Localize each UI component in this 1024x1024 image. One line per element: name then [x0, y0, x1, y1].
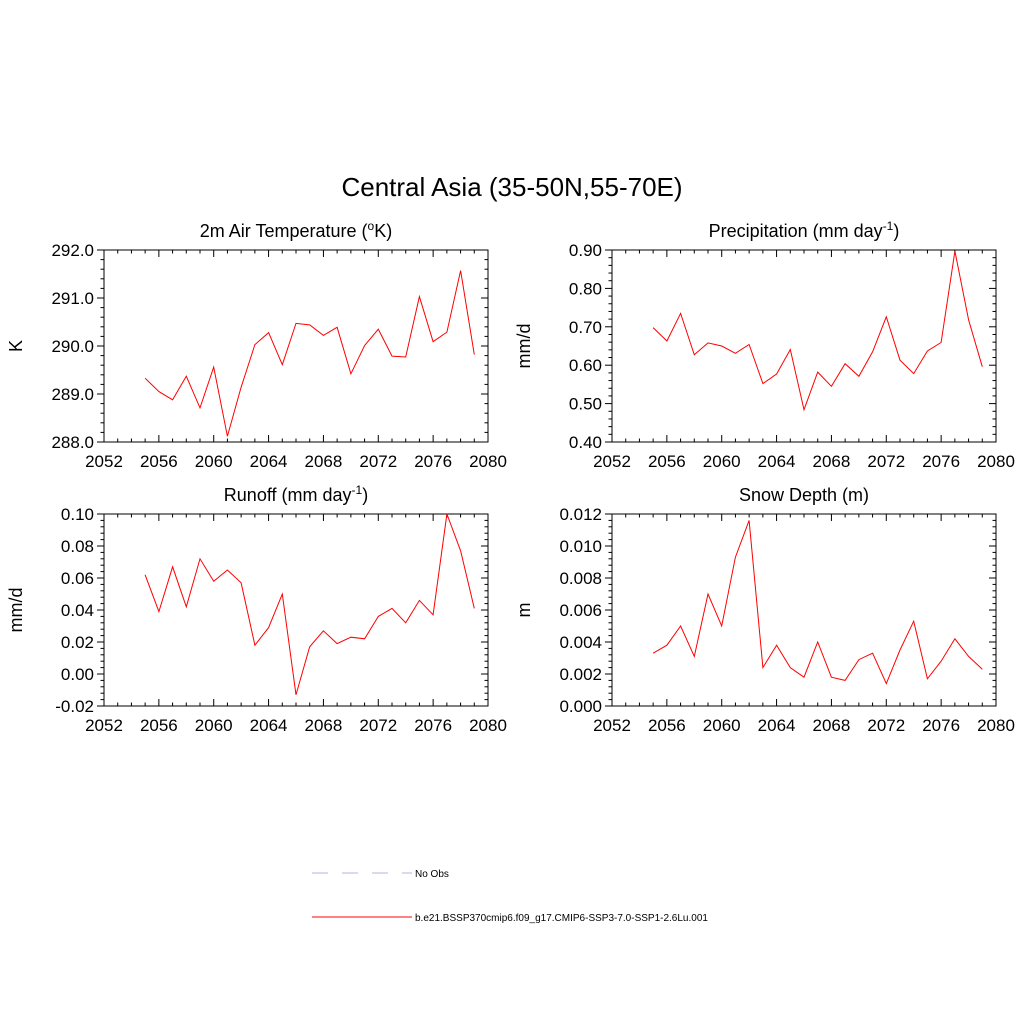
panel-title: Precipitation (mm day-1) — [709, 219, 900, 241]
y-tick-label: 0.008 — [559, 569, 602, 588]
x-tick-label: 2064 — [758, 716, 796, 735]
series-line-1 — [652, 251, 983, 412]
y-tick-label: 0.010 — [559, 537, 602, 556]
y-tick-label: 0.90 — [569, 241, 602, 260]
y-tick-label: 0.00 — [61, 665, 94, 684]
series-line-1 — [144, 270, 475, 437]
y-tick-label: 0.80 — [569, 279, 602, 298]
y-tick-label: 0.004 — [559, 633, 602, 652]
y-tick-label: 0.60 — [569, 356, 602, 375]
y-tick-label: -0.02 — [55, 697, 94, 716]
x-tick-label: 2076 — [414, 452, 452, 471]
x-tick-label: 2072 — [867, 452, 905, 471]
y-tick-label: 290.0 — [51, 337, 94, 356]
chart-title: Central Asia (35-50N,55-70E) — [341, 172, 682, 202]
y-tick-label: 0.40 — [569, 433, 602, 452]
x-tick-label: 2064 — [758, 452, 796, 471]
y-tick-label: 0.012 — [559, 505, 602, 524]
y-axis-label: mm/d — [514, 324, 534, 369]
panel-3: Runoff (mm day-1) mm/d 2052 2056 2060 2064 206… — [6, 483, 507, 735]
series-line-1 — [652, 520, 983, 685]
x-tick-label: 2052 — [85, 452, 123, 471]
y-axis-label: mm/d — [6, 588, 26, 633]
chart-panels: 2m Air Temperature (oK) K 2052 2056 2060 2064… — [6, 219, 1015, 735]
panel-title: Snow Depth (m) — [739, 485, 869, 505]
x-tick-label: 2064 — [250, 716, 288, 735]
x-tick-label: 2056 — [648, 452, 686, 471]
x-tick-label: 2076 — [922, 716, 960, 735]
y-axis-label: K — [6, 340, 26, 352]
x-tick-label: 2060 — [703, 716, 741, 735]
panel-4: Snow Depth (m) m 2052 2056 2060 2064 2068 2072 2… — [514, 485, 1015, 735]
y-tick-label: 0.08 — [61, 537, 94, 556]
legend-label-1: No Obs — [415, 869, 449, 880]
panel-2: Precipitation (mm day-1) mm/d 2052 2056 2060… — [514, 219, 1015, 471]
x-tick-label: 2080 — [977, 716, 1015, 735]
x-tick-label: 2076 — [414, 716, 452, 735]
x-tick-label: 2072 — [359, 452, 397, 471]
y-tick-label: 0.002 — [559, 665, 602, 684]
panel-1: 2m Air Temperature (oK) K 2052 2056 2060 2064… — [6, 219, 507, 471]
x-tick-label: 2052 — [593, 716, 631, 735]
x-tick-label: 2068 — [813, 452, 851, 471]
x-tick-label: 2080 — [469, 452, 507, 471]
y-tick-label: 0.000 — [559, 697, 602, 716]
y-tick-label: 0.02 — [61, 633, 94, 652]
y-tick-label: 0.70 — [569, 318, 602, 337]
legend-label-2: b.e21.BSSP370cmip6.f09_g17.CMIP6-SSP3-7.… — [415, 913, 708, 924]
x-tick-label: 2076 — [922, 452, 960, 471]
y-tick-label: 0.10 — [61, 505, 94, 524]
x-tick-label: 2072 — [359, 716, 397, 735]
y-tick-label: 0.50 — [569, 395, 602, 414]
chart-legend: No Obs b.e21.BSSP370cmip6.f09_g17.CMIP6-S… — [312, 869, 708, 924]
y-tick-label: 291.0 — [51, 289, 94, 308]
y-tick-label: 0.06 — [61, 569, 94, 588]
x-tick-label: 2064 — [250, 452, 288, 471]
y-tick-label: 0.04 — [61, 601, 94, 620]
x-tick-label: 2052 — [593, 452, 631, 471]
panel-title: 2m Air Temperature (oK) — [200, 219, 392, 241]
x-tick-label: 2052 — [85, 716, 123, 735]
panel-title: Runoff (mm day-1) — [224, 483, 368, 505]
y-tick-label: 288.0 — [51, 433, 94, 452]
x-tick-label: 2060 — [195, 716, 233, 735]
y-tick-label: 292.0 — [51, 241, 94, 260]
y-tick-label: 289.0 — [51, 385, 94, 404]
x-tick-label: 2072 — [867, 716, 905, 735]
x-tick-label: 2060 — [703, 452, 741, 471]
x-tick-label: 2068 — [305, 716, 343, 735]
y-tick-label: 0.006 — [559, 601, 602, 620]
x-tick-label: 2068 — [305, 452, 343, 471]
x-tick-label: 2056 — [140, 716, 178, 735]
x-tick-label: 2060 — [195, 452, 233, 471]
series-line-1 — [144, 513, 475, 695]
y-axis-label: m — [514, 603, 534, 618]
x-tick-label: 2080 — [977, 452, 1015, 471]
x-tick-label: 2080 — [469, 716, 507, 735]
x-tick-label: 2068 — [813, 716, 851, 735]
x-tick-label: 2056 — [140, 452, 178, 471]
x-tick-label: 2056 — [648, 716, 686, 735]
